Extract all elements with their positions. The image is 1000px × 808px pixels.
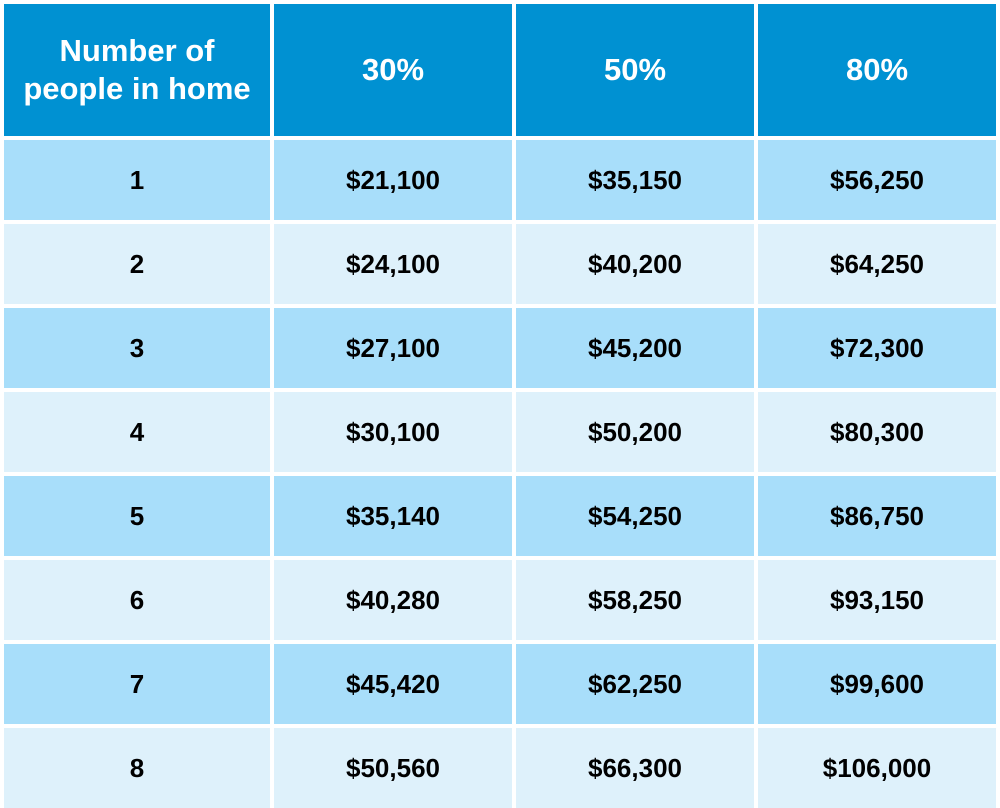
cell-80-percent: $106,000	[758, 728, 996, 808]
cell-80-percent: $93,150	[758, 560, 996, 640]
cell-30-percent: $24,100	[274, 224, 512, 304]
cell-30-percent: $40,280	[274, 560, 512, 640]
cell-people: 2	[4, 224, 270, 304]
cell-50-percent: $62,250	[516, 644, 754, 724]
cell-people: 5	[4, 476, 270, 556]
cell-30-percent: $27,100	[274, 308, 512, 388]
cell-30-percent: $45,420	[274, 644, 512, 724]
table-row: 8 $50,560 $66,300 $106,000	[4, 728, 996, 808]
cell-people: 1	[4, 140, 270, 220]
cell-people: 6	[4, 560, 270, 640]
cell-80-percent: $86,750	[758, 476, 996, 556]
table-row: 5 $35,140 $54,250 $86,750	[4, 476, 996, 556]
cell-50-percent: $35,150	[516, 140, 754, 220]
cell-50-percent: $40,200	[516, 224, 754, 304]
header-80-percent: 80%	[758, 4, 996, 136]
cell-people: 3	[4, 308, 270, 388]
cell-50-percent: $45,200	[516, 308, 754, 388]
cell-people: 7	[4, 644, 270, 724]
header-30-percent: 30%	[274, 4, 512, 136]
table-row: 1 $21,100 $35,150 $56,250	[4, 140, 996, 220]
header-people-in-home: Number of people in home	[4, 4, 270, 136]
cell-80-percent: $80,300	[758, 392, 996, 472]
table-row: 7 $45,420 $62,250 $99,600	[4, 644, 996, 724]
cell-30-percent: $35,140	[274, 476, 512, 556]
cell-80-percent: $64,250	[758, 224, 996, 304]
cell-people: 4	[4, 392, 270, 472]
cell-50-percent: $58,250	[516, 560, 754, 640]
cell-30-percent: $30,100	[274, 392, 512, 472]
table-row: 6 $40,280 $58,250 $93,150	[4, 560, 996, 640]
table-header-row: Number of people in home 30% 50% 80%	[4, 4, 996, 136]
header-people-line-1: Number of	[59, 33, 215, 68]
cell-people: 8	[4, 728, 270, 808]
cell-50-percent: $54,250	[516, 476, 754, 556]
cell-80-percent: $99,600	[758, 644, 996, 724]
cell-50-percent: $50,200	[516, 392, 754, 472]
table-row: 2 $24,100 $40,200 $64,250	[4, 224, 996, 304]
table-row: 3 $27,100 $45,200 $72,300	[4, 308, 996, 388]
cell-50-percent: $66,300	[516, 728, 754, 808]
cell-30-percent: $21,100	[274, 140, 512, 220]
header-50-percent: 50%	[516, 4, 754, 136]
cell-80-percent: $72,300	[758, 308, 996, 388]
table-row: 4 $30,100 $50,200 $80,300	[4, 392, 996, 472]
header-people-line-2: people in home	[23, 71, 251, 106]
cell-80-percent: $56,250	[758, 140, 996, 220]
cell-30-percent: $50,560	[274, 728, 512, 808]
